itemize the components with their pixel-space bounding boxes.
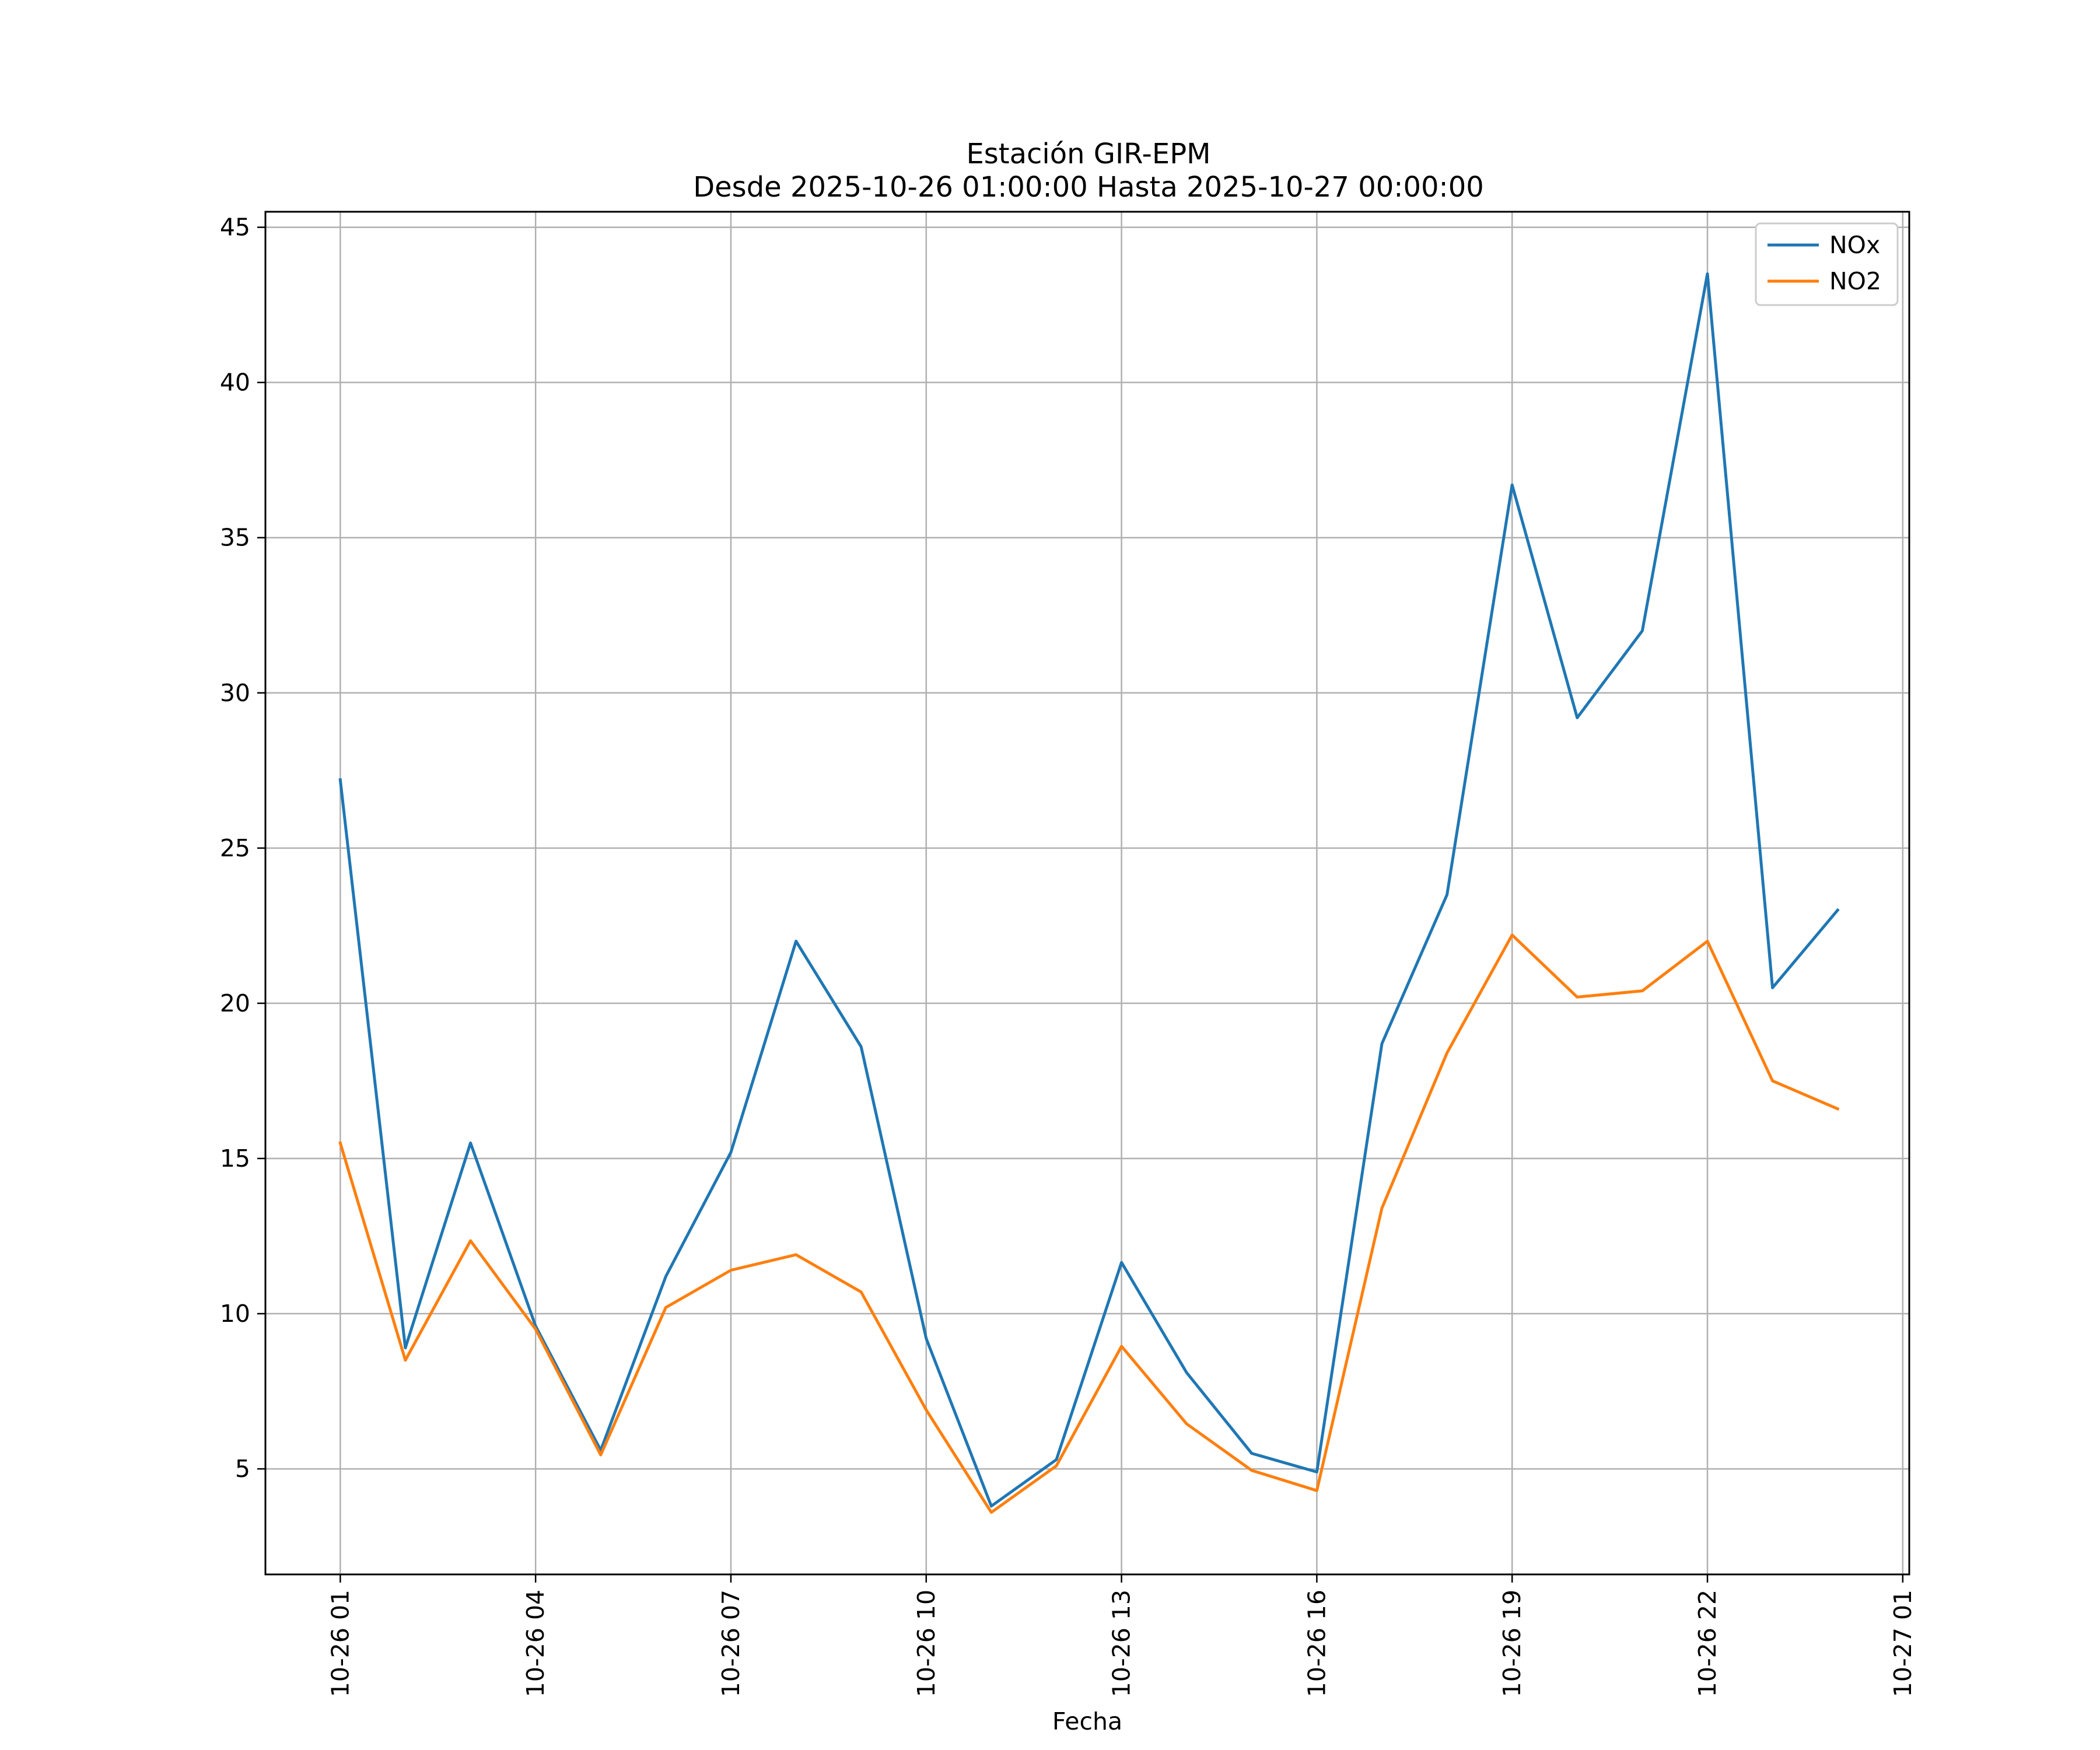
chart-title: Estación GIR-EPM xyxy=(966,138,1210,170)
x-tick-label: 10-27 01 xyxy=(1889,1590,1917,1697)
grid xyxy=(265,212,1909,1574)
legend-label-no2: NO2 xyxy=(1829,267,1881,295)
legend: NOx NO2 xyxy=(1755,222,1899,306)
x-tick-label: 10-26 16 xyxy=(1303,1590,1331,1697)
y-tick-label: 35 xyxy=(220,524,250,552)
y-tick-label: 5 xyxy=(235,1455,250,1483)
x-tick-label: 10-26 04 xyxy=(522,1590,550,1697)
y-tick-label: 15 xyxy=(220,1144,250,1172)
y-tick-label: 30 xyxy=(220,679,250,707)
series-line-nox xyxy=(338,272,1840,1508)
x-axis-label: Fecha xyxy=(1052,1707,1122,1735)
chart-subtitle: Desde 2025-10-26 01:00:00 Hasta 2025-10-… xyxy=(693,171,1484,204)
y-tick-label: 25 xyxy=(220,834,250,862)
y-tick-label: 45 xyxy=(220,214,250,242)
legend-label-nox: NOx xyxy=(1829,231,1880,259)
axis-ticks: 10-26 01 10-26 04 10-26 07 10-26 10 10-26 13… xyxy=(220,214,1917,1698)
x-tick-label: 10-26 10 xyxy=(912,1590,940,1697)
series-lines xyxy=(338,272,1840,1514)
series-line-no2 xyxy=(338,933,1840,1514)
y-tick-label: 20 xyxy=(220,989,250,1017)
x-tick-label: 10-26 22 xyxy=(1693,1590,1721,1697)
plot-area-frame xyxy=(264,211,1910,1576)
y-tick-label: 10 xyxy=(220,1300,250,1328)
x-tick-label: 10-26 19 xyxy=(1498,1590,1526,1697)
y-tick-label: 40 xyxy=(220,369,250,397)
x-tick-label: 10-26 01 xyxy=(326,1590,354,1697)
x-tick-label: 10-26 07 xyxy=(717,1590,745,1697)
x-tick-label: 10-26 13 xyxy=(1108,1590,1136,1697)
